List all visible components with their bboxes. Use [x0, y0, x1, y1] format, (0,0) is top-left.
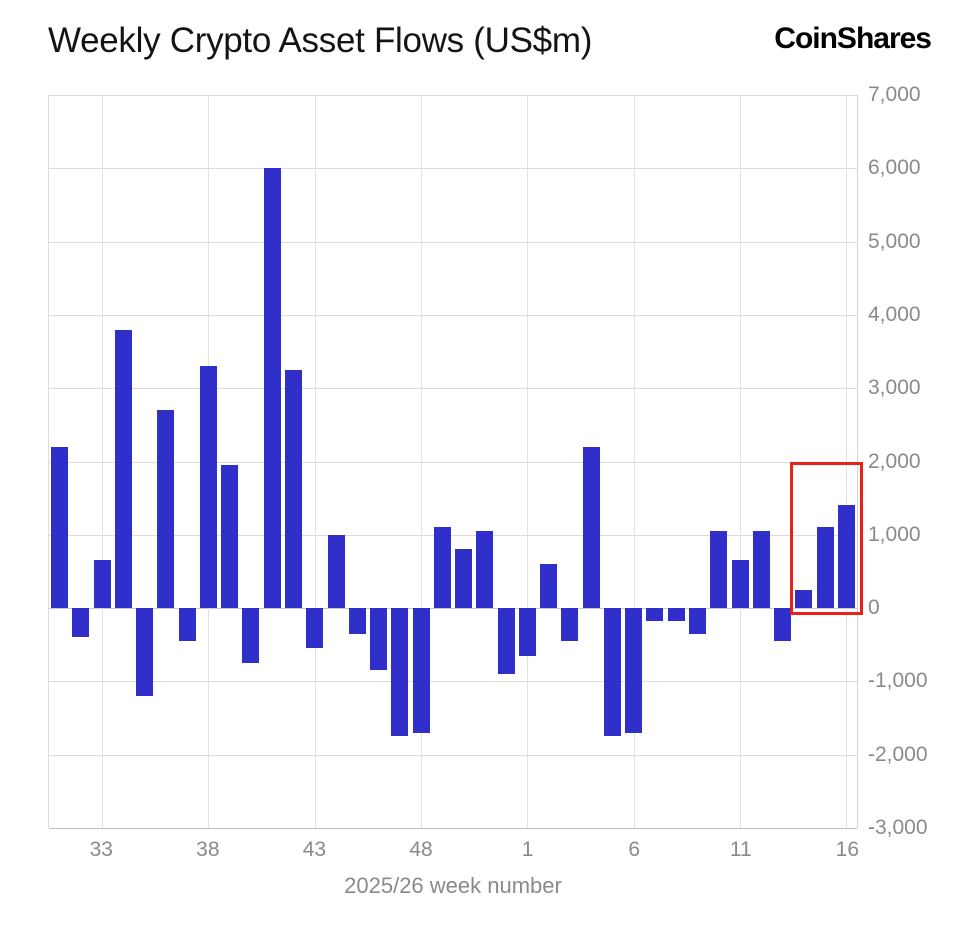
bar-week-38: [199, 366, 217, 609]
v-gridline-week-33: [102, 95, 104, 828]
bar-week-4: [582, 446, 600, 609]
h-gridline-3,000: [49, 388, 857, 390]
bar-week-40: [242, 608, 260, 664]
bar-week-36: [157, 410, 175, 609]
v-gridline-week-11: [740, 95, 742, 828]
chart-header: Weekly Crypto Asset Flows (US$m) CoinSha…: [48, 20, 932, 62]
bar-week-49: [433, 527, 451, 609]
y-tick-label: 4,000: [868, 302, 921, 326]
h-gridline-1,000: [49, 534, 857, 536]
x-tick-label: 11: [729, 838, 752, 861]
h-gridline-7,000: [49, 95, 857, 96]
h-gridline-6,000: [49, 168, 857, 170]
x-axis-labels: 33 38 43 48 1 6 11 16: [48, 828, 860, 864]
h-gridline--1,000: [49, 681, 857, 683]
bar-week-7: [646, 608, 664, 621]
y-tick-label: 3,000: [868, 376, 921, 400]
y-tick-label: 0: [868, 596, 880, 620]
bar-week-39: [221, 465, 239, 609]
bar-week-41: [263, 168, 281, 609]
bar-week-31: [51, 446, 69, 609]
x-tick-label: 1: [521, 838, 534, 861]
bar-week-11: [731, 560, 749, 609]
bar-week-16: [837, 505, 855, 609]
y-tick-label: -2,000: [868, 742, 928, 766]
h-gridline--2,000: [49, 754, 857, 756]
bar-week-33: [93, 560, 111, 609]
h-gridline-4,000: [49, 314, 857, 316]
bar-week-51: [476, 531, 494, 609]
v-gridline-week-1: [527, 95, 529, 828]
bar-week-42: [285, 369, 303, 609]
coinshares-logo: CoinShares: [774, 22, 932, 55]
y-tick-label: 5,000: [868, 229, 921, 253]
bar-week-5: [603, 608, 621, 737]
plot-area: [48, 95, 863, 829]
bar-week-15: [816, 527, 834, 609]
bar-week-9: [689, 608, 707, 634]
bar-week-34: [114, 329, 132, 609]
h-gridline-2,000: [49, 461, 857, 463]
bar-week-50: [455, 549, 473, 609]
x-tick-label: 38: [196, 838, 220, 861]
h-gridline-5,000: [49, 241, 857, 243]
y-tick-label: -1,000: [868, 669, 928, 693]
v-gridline-week-48: [421, 95, 423, 828]
highlight-box: [790, 461, 863, 616]
bar-week-1: [518, 608, 536, 656]
bar-week-14: [795, 589, 813, 609]
x-tick-label: 6: [628, 838, 641, 861]
x-tick-label: 43: [302, 838, 327, 861]
bar-week-10: [710, 531, 728, 609]
h-gridline--3,000: [49, 828, 857, 829]
bar-week-8: [667, 608, 685, 622]
bar-week-35: [136, 608, 154, 697]
bar-week-13: [774, 608, 792, 642]
x-tick-label: 16: [835, 838, 860, 861]
bar-week-12: [752, 531, 770, 609]
v-gridline-week-43: [314, 95, 316, 828]
y-tick-label: 7,000: [868, 83, 921, 106]
x-tick-label: 48: [409, 838, 433, 861]
y-tick-label: 6,000: [868, 156, 921, 180]
h-gridline-0: [49, 608, 857, 610]
y-axis-labels: 7,000 6,000 5,000 4,000 3,000 2,000 1,000 0 -1,0…: [868, 83, 968, 839]
bar-week-47: [391, 608, 409, 737]
y-tick-label: 2,000: [868, 449, 921, 473]
bar-week-52: [497, 608, 515, 675]
bar-week-43: [306, 608, 324, 649]
bar-week-37: [178, 608, 196, 642]
bar-week-2: [540, 564, 558, 609]
x-axis-title: 2025/26 week number: [344, 873, 562, 898]
y-tick-label: -3,000: [868, 816, 928, 839]
y-tick-label: 1,000: [868, 522, 921, 546]
bar-week-32: [72, 608, 90, 638]
chart-title: Weekly Crypto Asset Flows (US$m): [48, 21, 593, 60]
bar-week-44: [327, 534, 345, 609]
bar-week-46: [370, 608, 388, 671]
x-tick-label: 33: [89, 838, 113, 861]
bar-week-45: [348, 608, 366, 634]
v-gridline-week-6: [633, 95, 635, 828]
bar-week-3: [561, 608, 579, 642]
bar-chart: 7,000 6,000 5,000 4,000 3,000 2,000 1,000 0 -1,0…: [0, 83, 975, 915]
bar-week-48: [412, 608, 430, 733]
bar-week-6: [625, 608, 643, 733]
